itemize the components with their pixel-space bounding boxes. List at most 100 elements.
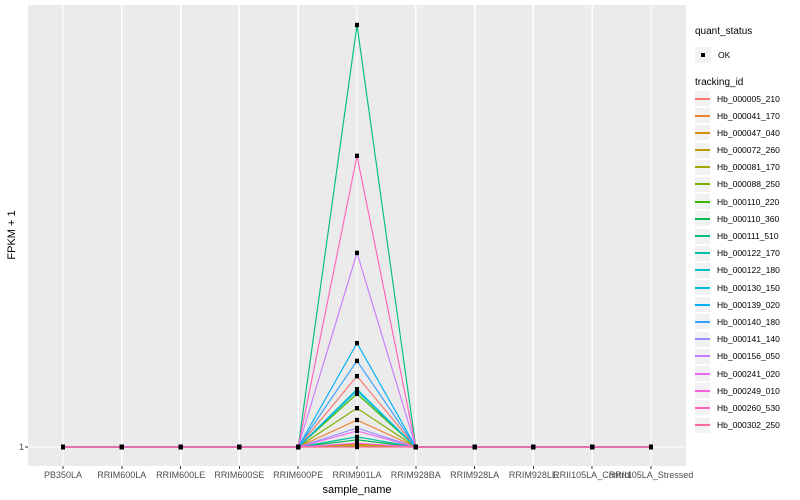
- legend-item-label: OK: [718, 50, 731, 60]
- legend-line-swatch-icon: [695, 417, 710, 433]
- legend-item-label: Hb_000041_170: [717, 110, 780, 121]
- legend-item-label: Hb_000302_250: [717, 420, 780, 431]
- data-point: [472, 444, 477, 450]
- legend-item-label: Hb_000249_010: [717, 385, 780, 396]
- legend-item-label: Hb_000156_050: [717, 351, 780, 362]
- data-point: [355, 425, 359, 431]
- legend-line-swatch-icon: [695, 91, 710, 106]
- legend-line-swatch-icon: [695, 108, 710, 124]
- legend-item-label: Hb_000141_140: [717, 334, 780, 345]
- data-point: [355, 428, 359, 434]
- x-tick-label: RRIM928LA: [450, 470, 500, 480]
- legend-item: Hb_000130_150: [695, 280, 799, 296]
- data-point: [590, 444, 595, 450]
- data-point: [355, 391, 359, 397]
- legend: quant_status OK tracking_id Hb_000005_21…: [695, 26, 799, 435]
- data-point: [649, 444, 653, 450]
- legend-item: Hb_000088_250: [695, 176, 799, 192]
- data-point: [355, 250, 359, 256]
- data-point: [355, 22, 359, 28]
- legend-item: Hb_000156_050: [695, 348, 799, 364]
- data-point: [531, 444, 536, 450]
- x-tick-label: RRIM928LE: [508, 470, 558, 480]
- legend-line-swatch-icon: [695, 176, 710, 192]
- data-point: [355, 153, 359, 159]
- legend-item-label: Hb_000130_150: [717, 282, 780, 293]
- legend-item-label: Hb_000260_530: [717, 402, 780, 413]
- x-axis-title: sample_name: [322, 484, 392, 496]
- legend-item: Hb_000260_530: [695, 400, 799, 416]
- x-tick-label: RRII105LA_Control: [553, 470, 632, 480]
- y-axis-title: FPKM + 1: [6, 210, 18, 260]
- x-tick-label: PB350LA: [43, 470, 83, 480]
- legend-item-label: Hb_000110_360: [717, 213, 780, 224]
- data-point: [355, 434, 359, 440]
- legend-item: Hb_000081_170: [695, 159, 799, 175]
- legend-item: Hb_000302_250: [695, 417, 799, 433]
- legend-item: Hb_000139_020: [695, 297, 799, 313]
- legend-line-swatch-icon: [695, 159, 710, 175]
- legend-item: Hb_000110_360: [695, 211, 799, 227]
- legend-line-swatch-icon: [695, 262, 710, 278]
- data-point: [61, 444, 65, 450]
- x-tick-label: RRIM928BA: [390, 470, 441, 480]
- legend-line-swatch-icon: [695, 194, 710, 210]
- legend-line-swatch-icon: [695, 142, 710, 158]
- legend-item: Hb_000249_010: [695, 383, 799, 399]
- data-point: [178, 444, 183, 450]
- legend-item-label: Hb_000088_250: [717, 179, 780, 190]
- data-point: [119, 444, 124, 450]
- legend-line-swatch-icon: [695, 366, 710, 381]
- x-tick-label: RRIM600SE: [214, 470, 265, 480]
- legend-item: Hb_000110_220: [695, 194, 799, 210]
- x-tick-label: RRIM600LA: [97, 470, 147, 480]
- legend-item: Hb_000005_210: [695, 91, 799, 106]
- legend-line-swatch-icon: [695, 280, 710, 296]
- legend-line-swatch-icon: [695, 331, 710, 347]
- data-point: [355, 417, 359, 423]
- legend-item-label: Hb_000110_220: [717, 196, 780, 207]
- legend-item: Hb_000141_140: [695, 331, 799, 347]
- data-point: [355, 340, 359, 346]
- legend-title-tracking-id: tracking_id: [695, 77, 744, 88]
- legend-item: Hb_000241_020: [695, 366, 799, 381]
- legend-item-label: Hb_000122_180: [717, 265, 780, 276]
- legend-item-label: Hb_000072_260: [717, 145, 780, 156]
- legend-item: Hb_000041_170: [695, 108, 799, 124]
- data-point: [296, 444, 301, 450]
- legend-line-swatch-icon: [695, 297, 710, 313]
- legend-item-label: Hb_000241_020: [717, 368, 780, 379]
- legend-item-label: Hb_000140_180: [717, 316, 780, 327]
- legend-item-label: Hb_000005_210: [717, 93, 780, 104]
- ok-point-icon: [695, 47, 711, 63]
- legend-line-swatch-icon: [695, 383, 710, 399]
- x-tick-label: RRIM901LA: [332, 470, 382, 480]
- legend-item-label: Hb_000139_020: [717, 299, 780, 310]
- legend-title-quant-status: quant_status: [695, 26, 753, 37]
- legend-item-label: Hb_000122_170: [717, 248, 780, 259]
- data-point: [355, 441, 359, 446]
- data-point: [355, 373, 359, 379]
- legend-line-swatch-icon: [695, 314, 710, 330]
- data-point: [355, 386, 359, 392]
- legend-item-label: Hb_000081_170: [717, 162, 780, 173]
- legend-item: Hb_000047_040: [695, 125, 799, 141]
- legend-line-swatch-icon: [695, 125, 710, 141]
- data-point: [355, 405, 359, 411]
- legend-item: Hb_000140_180: [695, 314, 799, 330]
- data-point: [355, 358, 359, 364]
- legend-line-swatch-icon: [695, 211, 710, 227]
- legend-item: Hb_000122_180: [695, 262, 799, 278]
- legend-line-swatch-icon: [695, 245, 710, 261]
- x-tick-label: RRII105LA_Stressed: [608, 470, 694, 480]
- data-point: [413, 444, 418, 450]
- legend-item: Hb_000111_510: [695, 228, 799, 244]
- y-tick-label: 1: [18, 442, 24, 452]
- legend-tracking-items: Hb_000005_210 Hb_000041_170 Hb_000047_040 H…: [695, 91, 799, 433]
- data-point: [355, 444, 359, 450]
- data-point: [237, 444, 242, 450]
- data-point: [355, 437, 359, 443]
- x-tick-label: RRIM600LE: [156, 470, 206, 480]
